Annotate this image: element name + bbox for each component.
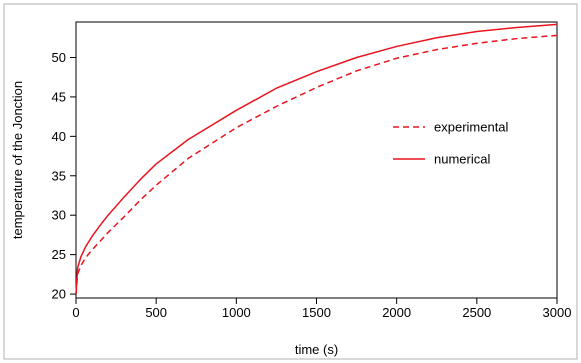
legend: experimental numerical <box>393 120 509 167</box>
y-tick-label: 45 <box>52 89 66 104</box>
x-tick-label: 0 <box>72 305 79 320</box>
legend-label-numerical: numerical <box>434 152 490 167</box>
x-axis: 0 500 1000 1500 2000 2500 3000 <box>72 298 571 320</box>
series-layer <box>75 23 558 295</box>
chart-frame <box>3 3 578 360</box>
legend-label-experimental: experimental <box>434 120 509 135</box>
y-tick-label: 35 <box>52 168 66 183</box>
x-tick-label: 500 <box>145 305 167 320</box>
x-tick-label: 1000 <box>222 305 251 320</box>
y-axis-label: temperature of the Jonction <box>10 81 25 239</box>
y-tick-label: 30 <box>52 208 66 223</box>
y-tick-label: 50 <box>52 50 66 65</box>
x-tick-label: 1500 <box>302 305 331 320</box>
y-tick-label: 20 <box>52 287 66 302</box>
y-tick-label: 25 <box>52 247 66 262</box>
y-axis: 20 25 30 35 40 45 50 <box>52 50 76 302</box>
series-line-numerical <box>75 23 558 295</box>
series-line-experimental <box>75 34 558 295</box>
x-tick-label: 3000 <box>543 305 572 320</box>
x-tick-label: 2000 <box>382 305 411 320</box>
y-tick-label: 40 <box>52 129 66 144</box>
x-axis-label: time (s) <box>295 342 338 357</box>
x-tick-label: 2500 <box>462 305 491 320</box>
